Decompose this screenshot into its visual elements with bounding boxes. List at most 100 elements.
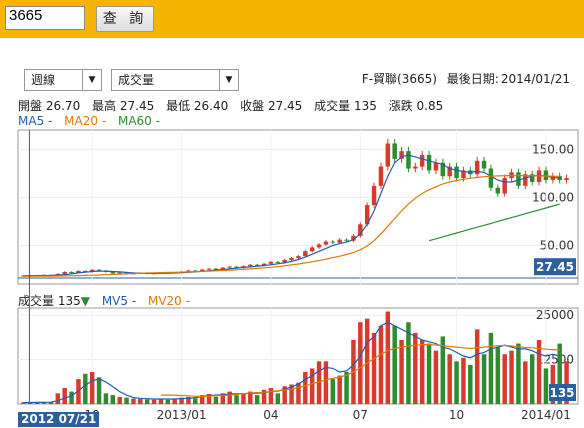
candle-body (495, 187, 501, 194)
volume-bar (199, 395, 205, 404)
legend-ma20: MA20 - (64, 114, 107, 128)
volume-bar (371, 332, 377, 404)
volume-bar (440, 336, 446, 404)
candle-body (419, 155, 425, 167)
volume-bar (296, 382, 301, 404)
volume-bar (289, 384, 294, 404)
stat-volume: 成交量 135 (314, 99, 377, 113)
candle-body (529, 174, 535, 182)
candle-body (282, 259, 287, 263)
volume-bar (282, 386, 287, 404)
volume-bar (481, 354, 487, 404)
volume-bar (62, 388, 67, 404)
volume-legend-label: 成交量 (18, 294, 55, 308)
stock-code-input[interactable]: 3665 (5, 6, 85, 30)
query-button[interactable]: 查 詢 (96, 6, 154, 32)
candle-body (516, 172, 521, 186)
candle-body (234, 266, 239, 268)
volume-bar (34, 402, 40, 404)
volume-bar (309, 368, 315, 404)
candle-body (488, 168, 494, 188)
candle-body (261, 263, 267, 266)
period-select-label: 週線 (31, 73, 56, 87)
volume-bar (227, 391, 232, 404)
volume-bar (41, 401, 47, 404)
mv5-line (23, 321, 560, 404)
stat-close: 收盤 27.45 (240, 99, 303, 113)
candle-body (76, 271, 81, 273)
volume-bar (220, 393, 226, 404)
x-tick-label: 10 (449, 408, 464, 422)
volume-bar (110, 395, 116, 404)
candle-body (316, 244, 322, 248)
stock-info: F-貿聯(3665) 最後日期: 2014/01/21 (356, 70, 570, 87)
candle-body (351, 235, 356, 241)
volume-bar (213, 396, 219, 404)
volume-bar (124, 397, 129, 404)
volume-bar (48, 402, 54, 404)
candle-body (378, 166, 384, 186)
volume-bar (344, 372, 349, 404)
volume-bar (419, 340, 425, 404)
x-tick-label: 07 (353, 408, 368, 422)
volume-bar (89, 372, 95, 404)
volume-bar (69, 391, 74, 404)
candle-body (213, 268, 219, 270)
candle-body (358, 224, 363, 236)
candle-body (275, 261, 281, 263)
candle-body (550, 176, 556, 181)
legend-mv20: MV20 - (147, 294, 190, 308)
volume-bar (557, 343, 562, 404)
volume-bar (358, 322, 363, 404)
volume-bar (261, 389, 267, 404)
volume-bar (28, 402, 33, 404)
volume-bar (103, 393, 109, 404)
candle-body (96, 269, 102, 271)
x-tick-label: 04 (263, 408, 278, 422)
volume-bar (385, 311, 391, 404)
volume-bar (529, 354, 535, 404)
volume-bar (364, 318, 370, 404)
indicator-select[interactable]: 成交量 ▼ (111, 69, 239, 91)
volume-bar (144, 399, 150, 404)
candle-body (83, 271, 88, 273)
volume-bar (158, 398, 164, 404)
volume-bar (488, 332, 494, 404)
volume-bar (543, 368, 549, 404)
candle-body (268, 261, 274, 264)
volume-bar (323, 361, 329, 404)
volume-bar (461, 357, 466, 404)
candle-body (564, 178, 569, 181)
volume-bar (392, 325, 397, 404)
volume-tick-label: 25000 (536, 308, 574, 322)
volume-bar (536, 340, 542, 404)
volume-bar (316, 361, 322, 404)
volume-bar (186, 396, 191, 404)
volume-bar (248, 391, 253, 404)
volume-bar (378, 325, 384, 404)
volume-bar (117, 396, 122, 404)
x-tick-label: 2013/01 (157, 408, 207, 422)
candle-body (385, 143, 391, 167)
candle-body (220, 267, 226, 270)
candle-body (62, 271, 67, 274)
candle-body (199, 269, 205, 272)
candle-body (406, 151, 411, 169)
ma60-line (428, 203, 560, 242)
volume-bar (275, 393, 281, 404)
volume-bar (564, 361, 569, 404)
volume-bar (399, 340, 404, 404)
volume-bar (138, 399, 143, 404)
candle-body (502, 178, 507, 194)
current-price-label: 27.45 (536, 260, 574, 274)
period-select[interactable]: 週線 ▼ (24, 69, 102, 91)
candle-body (399, 151, 404, 159)
volume-bar (495, 347, 501, 404)
ma20-line (23, 175, 560, 277)
stat-high: 最高 27.45 (92, 99, 155, 113)
candle-body (474, 160, 480, 175)
ma5-line (23, 154, 560, 277)
volume-bar (131, 398, 136, 404)
x-tick-label: 2014/01 (521, 408, 571, 422)
